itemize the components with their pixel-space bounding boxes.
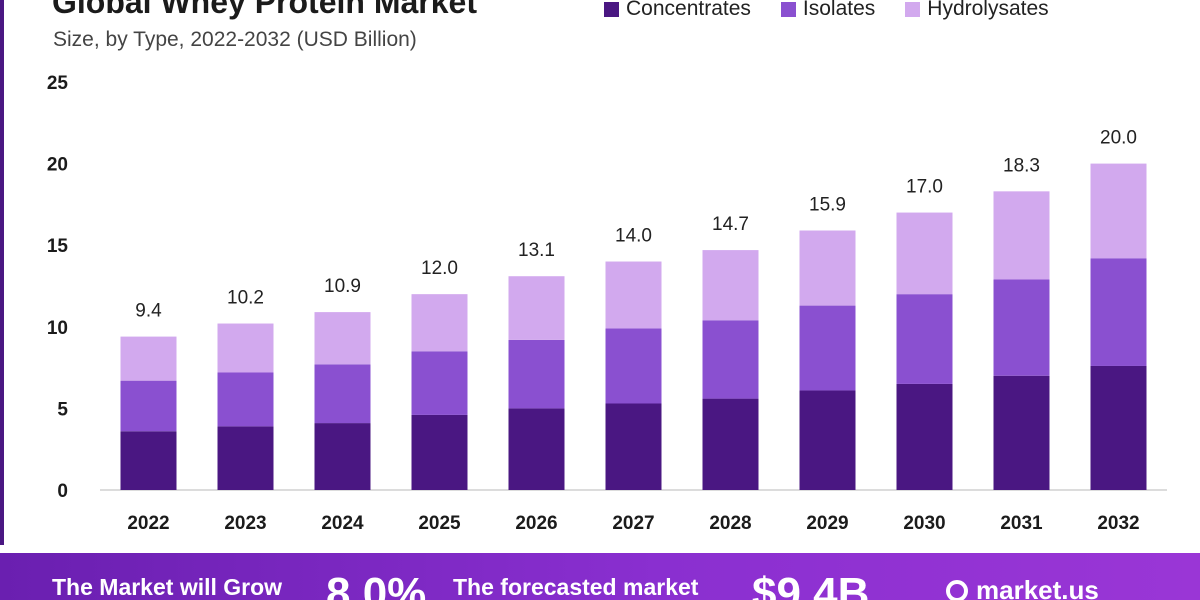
bar-concentrates-2031 bbox=[993, 375, 1050, 490]
bar-total-label: 20.0 bbox=[1100, 128, 1137, 149]
bar-hydrolysates-2032 bbox=[1090, 163, 1147, 259]
bar-concentrates-2024 bbox=[314, 423, 371, 490]
bar-concentrates-2022 bbox=[120, 431, 177, 490]
legend-item-isolates: Isolates bbox=[780, 0, 876, 21]
bar-hydrolysates-2030 bbox=[896, 212, 953, 295]
legend-swatch-isolates bbox=[780, 1, 796, 17]
bar-total-label: 10.2 bbox=[227, 288, 264, 309]
legend-item-hydrolysates: Hydrolysates bbox=[905, 0, 1049, 21]
bar-isolates-2032 bbox=[1090, 258, 1147, 366]
legend-swatch-hydrolysates bbox=[905, 1, 921, 17]
banner-forecast-text: The forecasted market bbox=[453, 574, 699, 600]
bar-isolates-2022 bbox=[120, 380, 177, 432]
legend-label-isolates: Isolates bbox=[802, 0, 876, 20]
bar-total-label: 9.4 bbox=[135, 301, 162, 322]
market-us-logo-icon bbox=[946, 579, 968, 600]
bar-concentrates-2023 bbox=[217, 426, 274, 490]
bar-hydrolysates-2025 bbox=[411, 294, 468, 352]
x-tick-label: 2023 bbox=[224, 513, 266, 534]
bar-concentrates-2028 bbox=[702, 398, 759, 490]
bar-hydrolysates-2022 bbox=[120, 336, 177, 381]
x-tick-label: 2026 bbox=[515, 513, 557, 534]
bar-total-label: 18.3 bbox=[1003, 155, 1040, 176]
bar-hydrolysates-2024 bbox=[314, 312, 371, 365]
bar-hydrolysates-2029 bbox=[799, 230, 856, 306]
stacked-bar-chart: 05101520259.4202210.2202310.9202412.0202… bbox=[47, 73, 1167, 534]
y-tick-label: 10 bbox=[47, 318, 68, 339]
bar-hydrolysates-2031 bbox=[993, 191, 1050, 280]
bar-total-label: 10.9 bbox=[324, 276, 361, 297]
left-accent-rule bbox=[0, 0, 4, 545]
bar-concentrates-2032 bbox=[1090, 365, 1147, 490]
bar-hydrolysates-2027 bbox=[605, 261, 662, 329]
bar-hydrolysates-2026 bbox=[508, 276, 565, 340]
bar-total-label: 15.9 bbox=[809, 195, 846, 216]
chart-title: Global Whey Protein Market bbox=[52, 0, 477, 20]
banner-logo: market.us bbox=[946, 575, 1099, 600]
bar-isolates-2023 bbox=[217, 372, 274, 427]
x-tick-label: 2031 bbox=[1000, 513, 1043, 534]
bar-hydrolysates-2028 bbox=[702, 250, 759, 321]
bar-isolates-2025 bbox=[411, 351, 468, 415]
bar-total-label: 17.0 bbox=[906, 177, 943, 198]
summary-banner: The Market will Grow 8.0% The forecasted… bbox=[0, 553, 1200, 600]
bar-isolates-2027 bbox=[605, 328, 662, 404]
legend-label-concentrates: Concentrates bbox=[626, 0, 751, 20]
legend-swatch-concentrates bbox=[604, 1, 619, 17]
y-tick-label: 0 bbox=[57, 481, 68, 502]
bar-concentrates-2026 bbox=[508, 408, 565, 490]
banner-forecast-value: $9.4B bbox=[752, 569, 870, 600]
bar-concentrates-2025 bbox=[411, 414, 468, 490]
bar-isolates-2024 bbox=[314, 364, 371, 424]
bar-total-label: 14.0 bbox=[615, 226, 652, 247]
y-tick-label: 25 bbox=[47, 73, 69, 94]
banner-growth-rate: 8.0% bbox=[326, 569, 427, 600]
y-tick-label: 15 bbox=[47, 236, 69, 257]
bar-hydrolysates-2023 bbox=[217, 323, 274, 373]
bar-concentrates-2029 bbox=[799, 390, 856, 490]
bar-isolates-2028 bbox=[702, 320, 759, 399]
x-tick-label: 2022 bbox=[127, 513, 169, 534]
legend-label-hydrolysates: Hydrolysates bbox=[927, 0, 1049, 20]
x-tick-label: 2025 bbox=[418, 513, 461, 534]
banner-logo-text: market.us bbox=[976, 575, 1099, 600]
chart-subtitle: Size, by Type, 2022-2032 (USD Billion) bbox=[53, 28, 417, 51]
bar-total-label: 14.7 bbox=[712, 214, 749, 235]
bar-isolates-2026 bbox=[508, 339, 565, 409]
bar-isolates-2031 bbox=[993, 279, 1050, 376]
bar-isolates-2030 bbox=[896, 294, 953, 384]
x-tick-label: 2030 bbox=[903, 513, 945, 534]
chart-legend: Concentrates Isolates Hydrolysates bbox=[604, 0, 1049, 21]
y-tick-label: 20 bbox=[47, 155, 68, 176]
y-tick-label: 5 bbox=[57, 399, 68, 420]
bar-isolates-2029 bbox=[799, 305, 856, 391]
x-tick-label: 2032 bbox=[1097, 513, 1139, 534]
x-tick-label: 2029 bbox=[806, 513, 848, 534]
banner-grow-text: The Market will Grow bbox=[52, 574, 283, 600]
x-tick-label: 2028 bbox=[709, 513, 751, 534]
bar-concentrates-2027 bbox=[605, 403, 662, 490]
x-tick-label: 2027 bbox=[612, 513, 654, 534]
x-tick-label: 2024 bbox=[321, 513, 364, 534]
bar-total-label: 13.1 bbox=[518, 240, 555, 261]
bar-total-label: 12.0 bbox=[421, 258, 458, 279]
legend-item-concentrates: Concentrates bbox=[604, 0, 751, 21]
bar-concentrates-2030 bbox=[896, 383, 953, 490]
